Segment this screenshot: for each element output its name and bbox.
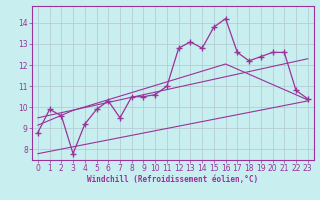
X-axis label: Windchill (Refroidissement éolien,°C): Windchill (Refroidissement éolien,°C) [87, 175, 258, 184]
